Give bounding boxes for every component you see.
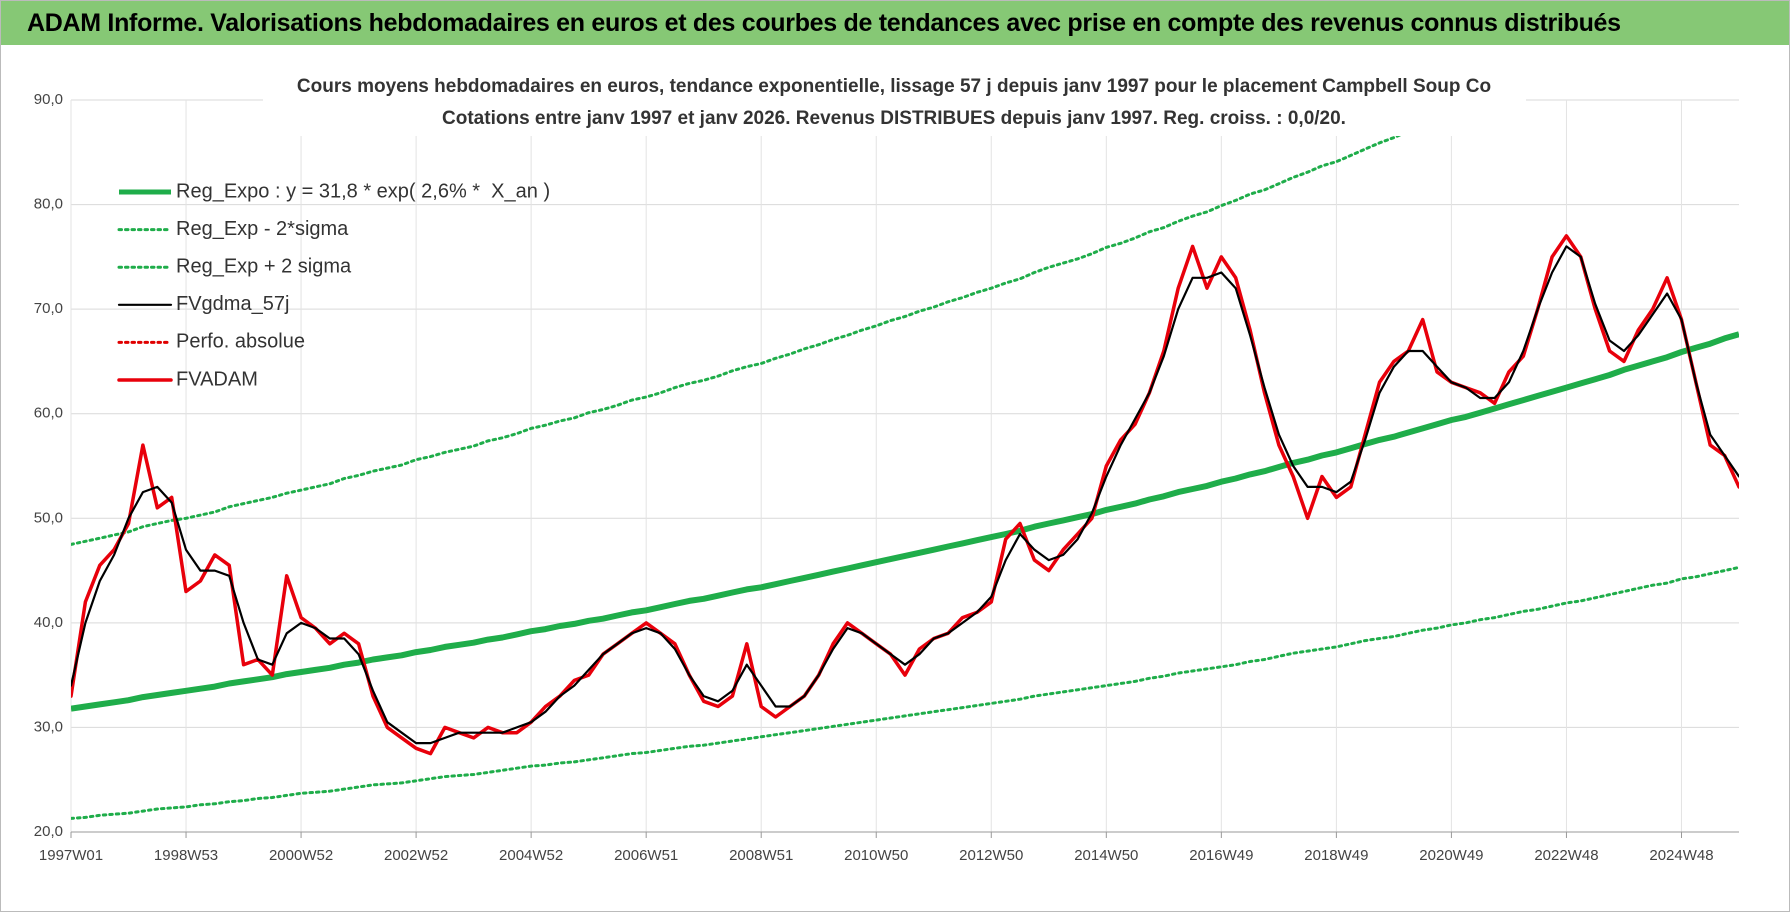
- y-tick-label: 80,0: [34, 196, 63, 213]
- x-tick-label: 2024W48: [1649, 847, 1713, 864]
- y-tick-label: 70,0: [34, 300, 63, 317]
- x-tick-label: 2004W52: [499, 847, 563, 864]
- x-tick-label: 1997W01: [39, 847, 103, 864]
- x-tick-label: 2002W52: [384, 847, 448, 864]
- chart-subtitle: Cotations entre janv 1997 et janv 2026. …: [442, 108, 1346, 129]
- series-line: [71, 331, 1739, 712]
- x-tick-label: 2008W51: [729, 847, 793, 864]
- y-tick-label: 30,0: [34, 718, 63, 735]
- plot-lines: [71, 100, 1739, 820]
- legend-label: Reg_Exp + 2 sigma: [176, 255, 352, 277]
- x-tick-label: 2014W50: [1074, 847, 1138, 864]
- x-tick-label: 2020W49: [1419, 847, 1483, 864]
- series-line: [71, 565, 1739, 820]
- y-tick-label: 50,0: [34, 509, 63, 526]
- legend-label: Perfo. absolue: [176, 331, 305, 353]
- series-line: [71, 234, 1739, 756]
- y-tick-label: 40,0: [34, 614, 63, 631]
- x-tick-label: 2006W51: [614, 847, 678, 864]
- series-line: [71, 245, 1739, 745]
- header-bar: ADAM Informe. Valorisations hebdomadaire…: [1, 1, 1789, 45]
- x-tick-label: 2012W50: [959, 847, 1023, 864]
- grid: 20,0 30,0 40,0 50,0 60,0 70,0 80,0 90,0 1997W01 1…: [34, 91, 1739, 864]
- x-tick-label: 2016W49: [1189, 847, 1253, 864]
- x-tick-label: 2000W52: [269, 847, 333, 864]
- x-tick-label: 2018W49: [1304, 847, 1368, 864]
- chart: 20,0 30,0 40,0 50,0 60,0 70,0 80,0 90,0 1997W01 1…: [34, 72, 1739, 864]
- legend-label: Reg_Expo : y = 31,8 * exp( 2,6% * X_an ): [176, 180, 550, 202]
- y-tick-label: 60,0: [34, 405, 63, 422]
- title-box: [263, 72, 1526, 136]
- y-tick-label: 90,0: [34, 91, 63, 108]
- header-title: ADAM Informe. Valorisations hebdomadaire…: [27, 9, 1621, 37]
- chart-title: Cours moyens hebdomadaires en euros, ten…: [297, 76, 1491, 97]
- legend: Reg_Expo : y = 31,8 * exp( 2,6% * X_an )…: [117, 180, 550, 390]
- x-tick-label: 2010W50: [844, 847, 908, 864]
- legend-label: FVgdma_57j: [176, 293, 289, 315]
- legend-label: Reg_Exp - 2*sigma: [176, 218, 349, 240]
- legend-label: FVADAM: [176, 368, 258, 390]
- y-tick-label: 20,0: [34, 823, 63, 840]
- x-tick-label: 2022W48: [1534, 847, 1598, 864]
- x-tick-label: 1998W53: [154, 847, 218, 864]
